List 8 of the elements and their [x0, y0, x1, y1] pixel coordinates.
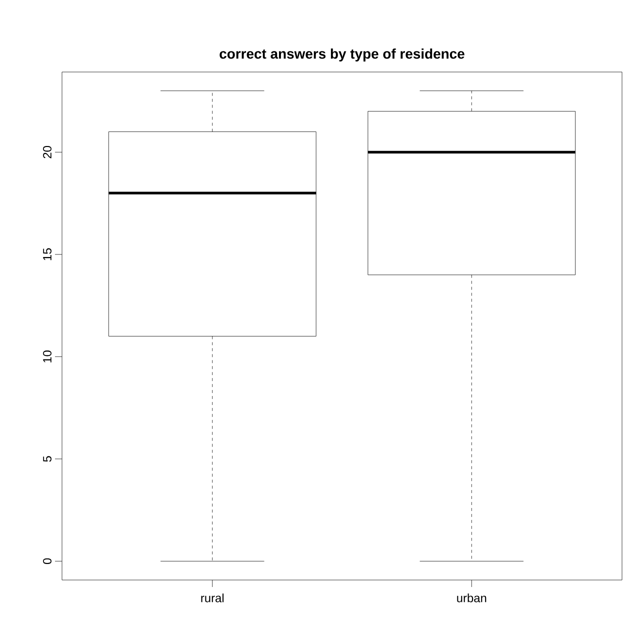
chart-title: correct answers by type of residence	[220, 48, 464, 62]
y-tick-label: 5	[43, 456, 52, 462]
x-tick-label: rural	[201, 594, 224, 602]
y-tick-label: 0	[43, 558, 52, 564]
y-tick-label: 15	[43, 248, 52, 260]
x-tick-label: urban	[457, 594, 486, 602]
y-tick-label: 10	[43, 350, 52, 362]
y-tick-label: 20	[43, 146, 52, 158]
